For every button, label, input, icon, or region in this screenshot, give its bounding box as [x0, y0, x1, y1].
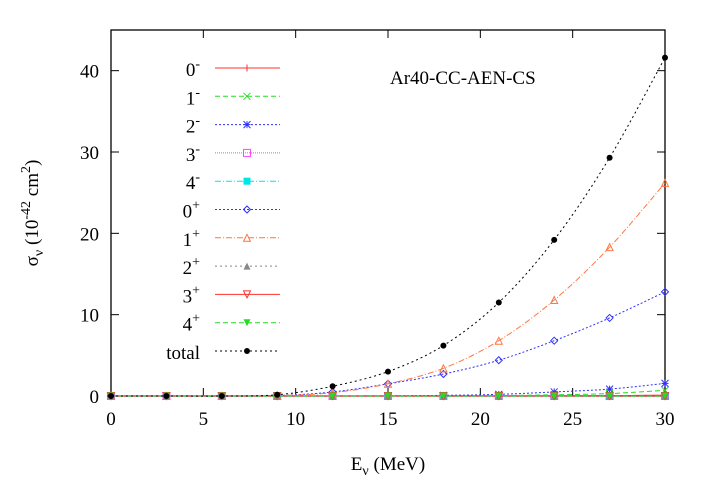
legend-label: 0+ — [183, 199, 201, 223]
marker-diamond — [242, 205, 252, 214]
marker-filled-down-triangle — [495, 392, 503, 400]
marker-filled-square — [243, 177, 251, 185]
marker-dot — [606, 154, 613, 161]
marker-down-triangle — [242, 290, 252, 300]
marker-diamond — [660, 287, 670, 297]
marker-triangle — [439, 363, 448, 373]
marker-triangle — [605, 242, 614, 252]
marker-filled-down-triangle — [550, 392, 558, 400]
series-10 — [108, 54, 668, 399]
marker-diamond — [439, 369, 448, 379]
legend-label: 3- — [186, 142, 201, 166]
marker-star — [605, 385, 614, 393]
marker-triangle — [660, 178, 670, 187]
marker-star — [661, 379, 669, 388]
x-tick-label: 0 — [106, 409, 116, 430]
marker-triangle — [549, 295, 559, 305]
legend-label: 0- — [186, 57, 201, 81]
y-axis-label: σν (10-42 cm2) — [19, 160, 47, 267]
marker-dot — [440, 342, 447, 349]
marker-square — [243, 148, 251, 157]
legend-label: 4+ — [183, 312, 201, 336]
marker-plus — [243, 64, 251, 72]
marker-star — [243, 120, 251, 129]
marker-filled-down-triangle — [329, 392, 337, 400]
y-tick-label: 20 — [80, 224, 99, 245]
marker-dot — [662, 54, 668, 61]
legend-label: 2+ — [183, 255, 201, 279]
y-tick-label: 0 — [90, 387, 100, 408]
marker-diamond — [549, 336, 559, 345]
marker-dot — [163, 393, 170, 399]
legend-label: 4- — [186, 170, 201, 194]
marker-dot — [108, 393, 114, 399]
x-tick-label: 15 — [379, 409, 398, 430]
marker-triangle — [242, 233, 252, 242]
marker-dot — [218, 393, 225, 399]
marker-filled-down-triangle — [439, 392, 447, 400]
x-axis-label: Eν (MeV) — [351, 454, 425, 479]
legend-label: 2- — [186, 114, 201, 138]
marker-dot — [551, 236, 558, 243]
marker-dot — [329, 383, 336, 390]
marker-filled-down-triangle — [384, 392, 392, 400]
legend-label: total — [166, 343, 200, 364]
marker-filled-down-triangle — [606, 392, 614, 400]
marker-triangle — [494, 336, 504, 345]
marker-filled-down-triangle — [243, 319, 251, 327]
y-tick-label: 10 — [80, 306, 99, 327]
marker-triangle — [383, 379, 393, 388]
marker-star — [550, 388, 559, 396]
marker-diamond — [605, 313, 614, 323]
x-tick-label: 30 — [656, 409, 675, 430]
marker-dot — [385, 368, 391, 375]
marker-filled-down-triangle — [661, 392, 669, 400]
marker-diamond — [494, 356, 504, 365]
legend-label: 1+ — [183, 227, 201, 251]
x-tick-label: 25 — [563, 409, 582, 430]
x-tick-label: 20 — [471, 409, 490, 430]
y-tick-label: 40 — [80, 62, 99, 83]
legend-label: 3+ — [183, 283, 201, 307]
y-tick-label: 30 — [80, 143, 99, 164]
marker-dot — [495, 299, 502, 306]
marker-cross — [243, 92, 251, 101]
marker-dot — [244, 348, 250, 354]
marker-filled-triangle — [243, 262, 251, 270]
chart-title: Ar40-CC-AEN-CS — [390, 68, 536, 89]
legend-label: 1- — [186, 85, 201, 109]
x-tick-label: 10 — [286, 409, 305, 430]
marker-dot — [274, 391, 281, 398]
x-tick-label: 5 — [199, 409, 209, 430]
